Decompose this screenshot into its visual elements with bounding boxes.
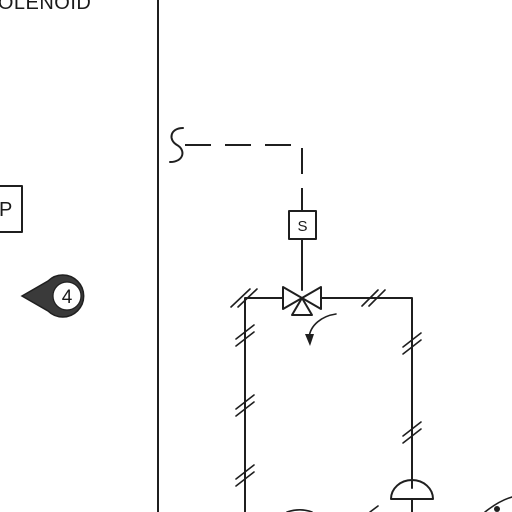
solenoid-legend-label: SOLENOID [0,0,91,14]
three-way-valve [282,286,322,316]
legend-partial-box: P [0,185,23,233]
bottom-edge-fragments [286,496,512,512]
solenoid-box: S [288,210,317,240]
solenoid-box-letter: S [297,218,307,235]
signal-s-symbol [169,127,184,163]
dome-actuator [390,479,434,512]
pipe-break-marks [230,288,422,487]
callout-tag: 4 [20,274,85,318]
legend-partial-box-letter: P [0,199,12,221]
pipe-loop [244,297,413,512]
callout-number: 4 [62,287,73,308]
signal-dashed-line [185,144,303,210]
flow-arrow [305,313,337,346]
